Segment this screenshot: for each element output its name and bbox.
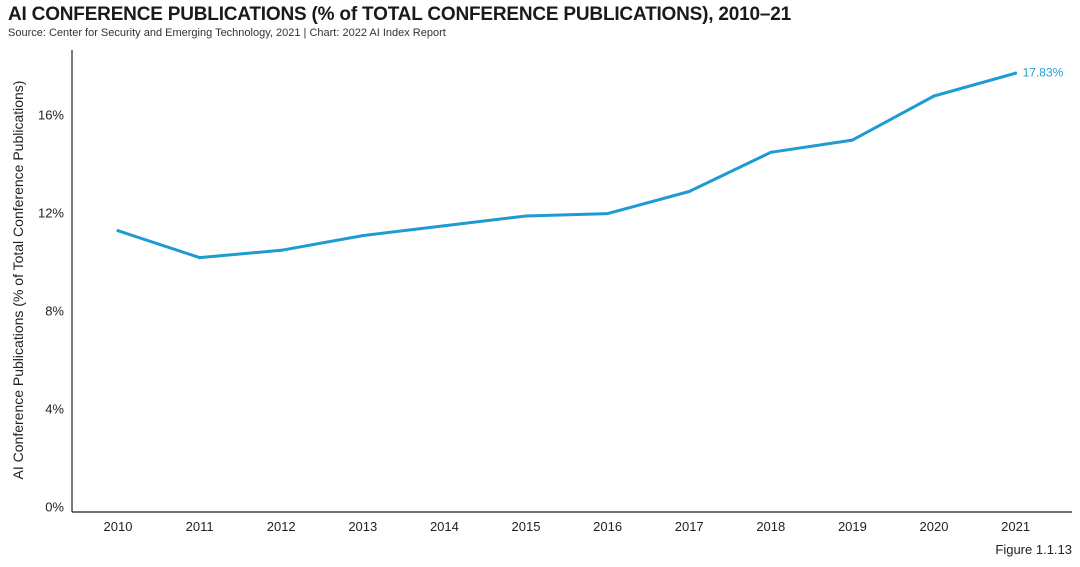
figure-number: Figure 1.1.13 [995, 542, 1072, 557]
data-point [116, 229, 120, 233]
x-tick-label: 2018 [756, 519, 785, 534]
x-tick-label: 2012 [267, 519, 296, 534]
y-tick-label: 16% [38, 107, 64, 122]
data-point [606, 212, 610, 216]
end-value-label: 17.83% [1023, 65, 1064, 79]
data-point [687, 190, 691, 193]
data-points [116, 71, 1018, 260]
x-tick-label: 2010 [104, 519, 133, 534]
data-point [524, 214, 528, 218]
y-axis-title: AI Conference Publications (% of Total C… [10, 81, 26, 480]
chart-source: Source: Center for Security and Emerging… [8, 27, 446, 39]
x-tick-label: 2014 [430, 519, 459, 534]
data-point [361, 234, 365, 238]
series-line [116, 71, 1018, 260]
data-point [198, 256, 202, 260]
x-tick-label: 2017 [675, 519, 704, 534]
data-point [279, 248, 283, 252]
x-tick-label: 2016 [593, 519, 622, 534]
x-tick-labels: 2010 2011 2012 2013 2014 2015 2016 2017 2018 2019… [104, 519, 1031, 534]
y-tick-label: 8% [45, 303, 64, 318]
x-tick-label: 2013 [348, 519, 377, 534]
data-point [932, 94, 936, 98]
x-tick-label: 2021 [1001, 519, 1030, 534]
data-point [442, 224, 446, 228]
data-point [769, 150, 773, 154]
y-tick-label: 4% [45, 401, 64, 416]
x-tick-label: 2019 [838, 519, 867, 534]
y-tick-label: 12% [38, 205, 64, 220]
x-tick-label: 2011 [186, 519, 214, 534]
chart-title: AI CONFERENCE PUBLICATIONS (% of TOTAL C… [8, 4, 791, 25]
y-tick-labels: 0% 4% 8% 12% 16% [38, 107, 64, 514]
data-point [1014, 71, 1018, 75]
x-tick-label: 2020 [920, 519, 949, 534]
y-tick-label: 0% [45, 499, 64, 514]
x-tick-label: 2015 [512, 519, 541, 534]
data-point [850, 138, 854, 142]
